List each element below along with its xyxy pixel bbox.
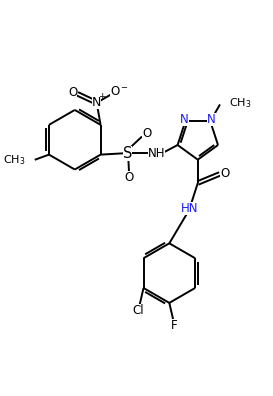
Text: +: + (98, 92, 105, 101)
Text: CH$_3$: CH$_3$ (229, 96, 251, 110)
Text: N: N (180, 113, 189, 126)
Text: NH: NH (147, 147, 165, 160)
Text: N: N (207, 113, 216, 126)
Text: Cl: Cl (132, 304, 144, 317)
Text: O: O (124, 171, 134, 184)
Text: N: N (92, 96, 101, 109)
Text: F: F (171, 319, 178, 332)
Text: O: O (68, 86, 77, 99)
Text: O: O (142, 128, 151, 141)
Text: O$^-$: O$^-$ (110, 85, 129, 98)
Text: CH$_3$: CH$_3$ (3, 153, 26, 167)
Text: S: S (123, 146, 132, 161)
Text: O: O (220, 167, 230, 180)
Text: HN: HN (181, 202, 199, 215)
